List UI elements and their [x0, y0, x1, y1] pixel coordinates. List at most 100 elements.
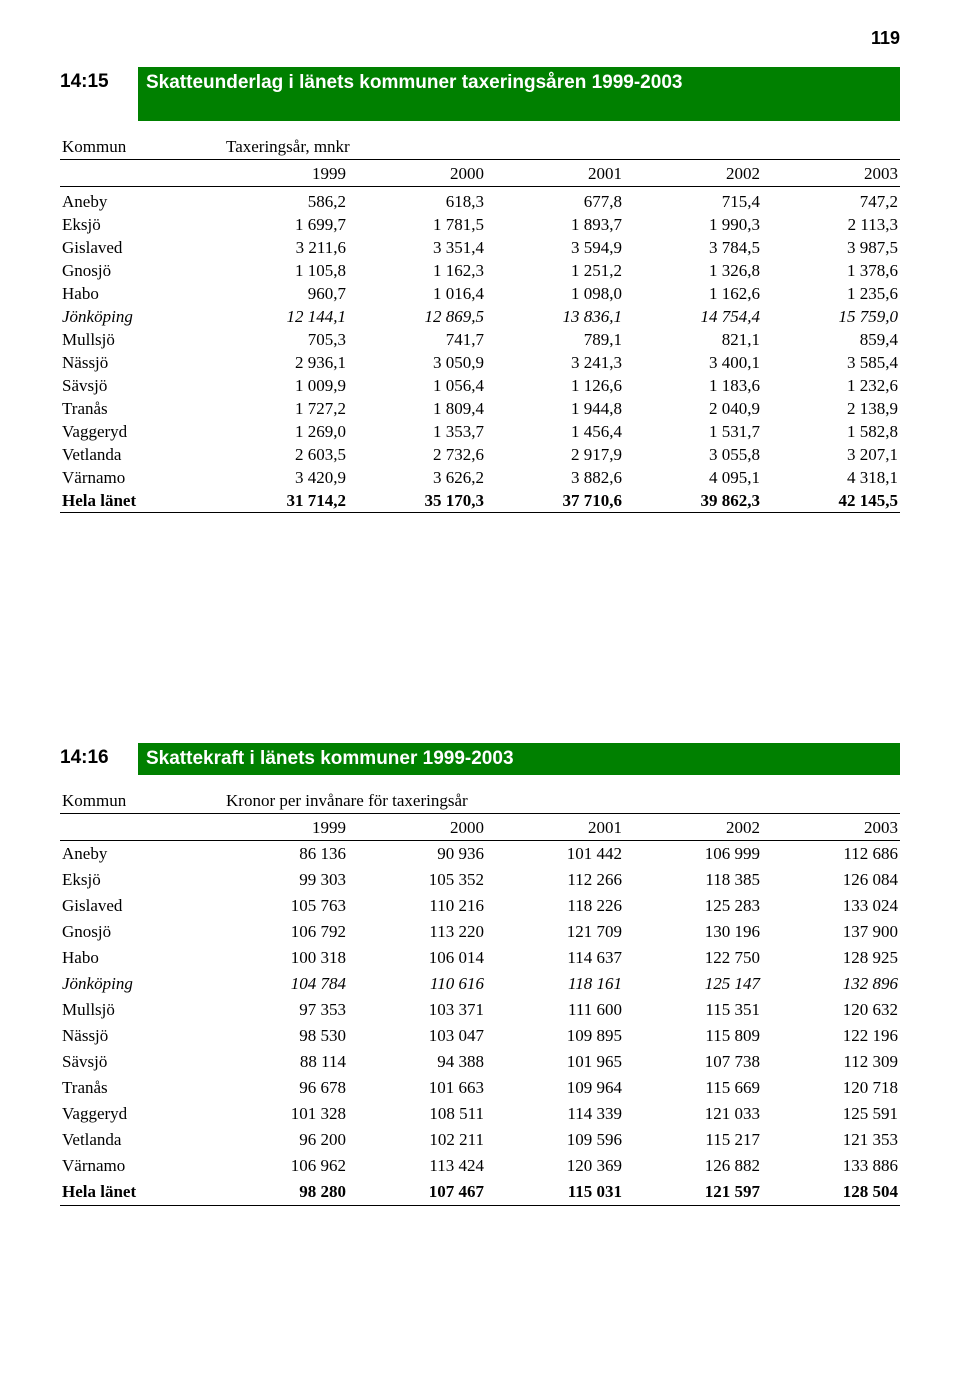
cell-value: 122 196: [762, 1023, 900, 1049]
cell-value: 107 738: [624, 1049, 762, 1075]
cell-value: 3 594,9: [486, 236, 624, 259]
table-row: Eksjö1 699,71 781,51 893,71 990,32 113,3: [60, 213, 900, 236]
row-label: Vaggeryd: [60, 1101, 210, 1127]
cell-value: 3 055,8: [624, 443, 762, 466]
table-row: Vetlanda2 603,52 732,62 917,93 055,83 20…: [60, 443, 900, 466]
year-header-row: 1999 2000 2001 2002 2003: [60, 814, 900, 841]
column-header-kommun: Kommun: [60, 133, 210, 160]
cell-value: 125 591: [762, 1101, 900, 1127]
cell-value: 2 936,1: [210, 351, 348, 374]
year-col: 1999: [210, 814, 348, 841]
cell-value: 1 056,4: [348, 374, 486, 397]
year-col: 2001: [486, 814, 624, 841]
cell-value: 39 862,3: [624, 489, 762, 513]
cell-value: 12 869,5: [348, 305, 486, 328]
row-label: Sävsjö: [60, 1049, 210, 1075]
table-row: Mullsjö705,3741,7789,1821,1859,4: [60, 328, 900, 351]
row-label: Vaggeryd: [60, 420, 210, 443]
row-label: Tranås: [60, 1075, 210, 1101]
cell-value: 122 750: [624, 945, 762, 971]
cell-value: 2 113,3: [762, 213, 900, 236]
cell-value: 789,1: [486, 328, 624, 351]
cell-value: 1 582,8: [762, 420, 900, 443]
table-row: Eksjö99 303105 352112 266118 385126 084: [60, 867, 900, 893]
cell-value: 1 126,6: [486, 374, 624, 397]
cell-value: 96 678: [210, 1075, 348, 1101]
cell-value: 118 385: [624, 867, 762, 893]
cell-value: 106 999: [624, 841, 762, 868]
table-body: Aneby586,2618,3677,8715,4747,2Eksjö1 699…: [60, 186, 900, 513]
cell-value: 3 626,2: [348, 466, 486, 489]
cell-value: 1 235,6: [762, 282, 900, 305]
cell-value: 101 328: [210, 1101, 348, 1127]
cell-value: 101 663: [348, 1075, 486, 1101]
cell-value: 109 964: [486, 1075, 624, 1101]
cell-value: 94 388: [348, 1049, 486, 1075]
cell-value: 3 420,9: [210, 466, 348, 489]
cell-value: 115 351: [624, 997, 762, 1023]
cell-value: 960,7: [210, 282, 348, 305]
cell-value: 1 183,6: [624, 374, 762, 397]
cell-value: 126 882: [624, 1153, 762, 1179]
cell-value: 4 095,1: [624, 466, 762, 489]
cell-value: 1 727,2: [210, 397, 348, 420]
table-row: Jönköping12 144,112 869,513 836,114 754,…: [60, 305, 900, 328]
row-label: Habo: [60, 282, 210, 305]
table-row: Sävsjö1 009,91 056,41 126,61 183,61 232,…: [60, 374, 900, 397]
table-row: Hela länet31 714,235 170,337 710,639 862…: [60, 489, 900, 513]
cell-value: 3 211,6: [210, 236, 348, 259]
row-label: Vetlanda: [60, 1127, 210, 1153]
cell-value: 31 714,2: [210, 489, 348, 513]
row-label: Gislaved: [60, 893, 210, 919]
table-row: Habo960,71 016,41 098,01 162,61 235,6: [60, 282, 900, 305]
cell-value: 859,4: [762, 328, 900, 351]
cell-value: 86 136: [210, 841, 348, 868]
cell-value: 3 400,1: [624, 351, 762, 374]
cell-value: 106 962: [210, 1153, 348, 1179]
cell-value: 12 144,1: [210, 305, 348, 328]
cell-value: 1 781,5: [348, 213, 486, 236]
table-row: Vetlanda96 200102 211109 596115 217121 3…: [60, 1127, 900, 1153]
row-label: Värnamo: [60, 1153, 210, 1179]
cell-value: 114 339: [486, 1101, 624, 1127]
cell-value: 115 217: [624, 1127, 762, 1153]
year-col: 1999: [210, 159, 348, 186]
cell-value: 88 114: [210, 1049, 348, 1075]
row-label: Gislaved: [60, 236, 210, 259]
cell-value: 98 280: [210, 1179, 348, 1206]
cell-value: 121 709: [486, 919, 624, 945]
cell-value: 125 283: [624, 893, 762, 919]
table-row: Jönköping104 784110 616118 161125 147132…: [60, 971, 900, 997]
row-label: Nässjö: [60, 1023, 210, 1049]
cell-value: 3 882,6: [486, 466, 624, 489]
cell-value: 3 585,4: [762, 351, 900, 374]
cell-value: 110 616: [348, 971, 486, 997]
row-label: Tranås: [60, 397, 210, 420]
section-header-1415: 14:15 Skatteunderlag i länets kommuner t…: [60, 67, 900, 121]
cell-value: 96 200: [210, 1127, 348, 1153]
cell-value: 120 718: [762, 1075, 900, 1101]
cell-value: 1 326,8: [624, 259, 762, 282]
cell-value: 747,2: [762, 186, 900, 213]
table-row: Nässjö98 530103 047109 895115 809122 196: [60, 1023, 900, 1049]
cell-value: 3 987,5: [762, 236, 900, 259]
cell-value: 121 597: [624, 1179, 762, 1206]
cell-value: 115 809: [624, 1023, 762, 1049]
year-col: 2003: [762, 159, 900, 186]
cell-value: 130 196: [624, 919, 762, 945]
cell-value: 1 893,7: [486, 213, 624, 236]
table-row: Nässjö2 936,13 050,93 241,33 400,13 585,…: [60, 351, 900, 374]
cell-value: 109 596: [486, 1127, 624, 1153]
cell-value: 677,8: [486, 186, 624, 213]
cell-value: 98 530: [210, 1023, 348, 1049]
table-skatteunderlag: Kommun Taxeringsår, mnkr 1999 2000 2001 …: [60, 133, 900, 514]
table-row: Aneby86 13690 936101 442106 999112 686: [60, 841, 900, 868]
table-row: Värnamo106 962113 424120 369126 882133 8…: [60, 1153, 900, 1179]
cell-value: 120 632: [762, 997, 900, 1023]
cell-value: 128 504: [762, 1179, 900, 1206]
cell-value: 2 040,9: [624, 397, 762, 420]
cell-value: 37 710,6: [486, 489, 624, 513]
row-label: Gnosjö: [60, 259, 210, 282]
cell-value: 1 251,2: [486, 259, 624, 282]
cell-value: 100 318: [210, 945, 348, 971]
